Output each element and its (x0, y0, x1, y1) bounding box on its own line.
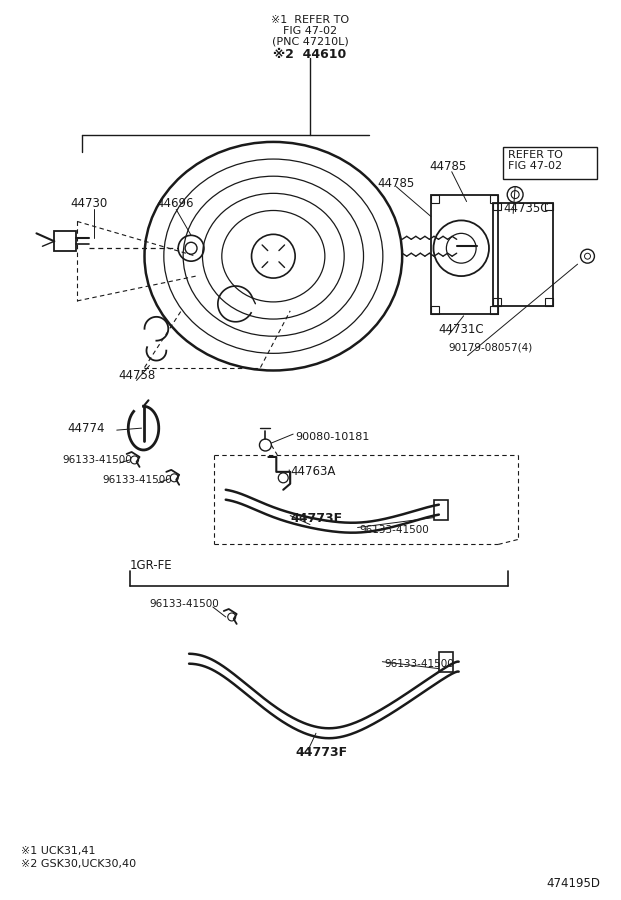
Text: 44696: 44696 (156, 196, 194, 210)
Text: 44785: 44785 (429, 160, 466, 173)
Text: 44735C: 44735C (503, 202, 549, 214)
Text: 44763A: 44763A (290, 465, 335, 478)
Text: ※2 GSK30,UCK30,40: ※2 GSK30,UCK30,40 (20, 860, 136, 869)
Text: 44773F: 44773F (295, 746, 347, 760)
Text: 96133-41500: 96133-41500 (102, 475, 171, 485)
Text: REFER TO
FIG 47-02: REFER TO FIG 47-02 (508, 150, 563, 172)
Text: ※2  44610: ※2 44610 (273, 49, 347, 61)
Text: 474195D: 474195D (546, 878, 601, 890)
Text: 44731C: 44731C (439, 323, 484, 336)
Text: 44785: 44785 (378, 176, 415, 190)
Text: 44774: 44774 (67, 422, 105, 436)
Text: 44730: 44730 (70, 196, 107, 210)
Text: 90080-10181: 90080-10181 (295, 432, 369, 442)
Text: (PNC 47210L): (PNC 47210L) (271, 37, 348, 47)
Text: 96133-41500: 96133-41500 (62, 455, 132, 465)
Text: 44773F: 44773F (290, 511, 342, 525)
Text: 1GR-FE: 1GR-FE (130, 559, 172, 572)
Text: ※1  REFER TO: ※1 REFER TO (271, 14, 349, 24)
Text: 96133-41500: 96133-41500 (360, 525, 429, 535)
Text: FIG 47-02: FIG 47-02 (283, 25, 337, 36)
Text: 90179-08057(4): 90179-08057(4) (449, 343, 533, 353)
Text: ※1 UCK31,41: ※1 UCK31,41 (20, 845, 95, 856)
Text: 96133-41500: 96133-41500 (384, 659, 454, 669)
Text: 44758: 44758 (119, 368, 156, 382)
Text: 96133-41500: 96133-41500 (150, 599, 219, 609)
